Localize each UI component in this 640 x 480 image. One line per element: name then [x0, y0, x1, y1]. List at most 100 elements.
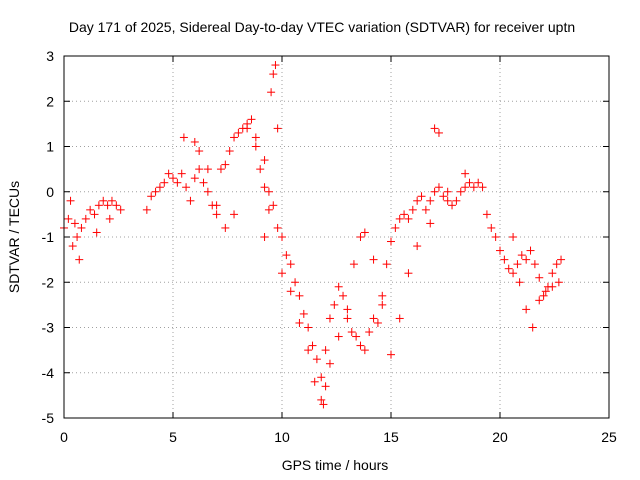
data-point [230, 133, 239, 142]
data-point [509, 269, 518, 278]
data-point [116, 205, 125, 214]
data-point [408, 205, 417, 214]
data-point [212, 210, 221, 219]
data-point [373, 318, 382, 327]
data-point [448, 201, 457, 210]
data-point [75, 255, 84, 264]
data-point [99, 196, 108, 205]
data-point [382, 260, 391, 269]
data-point [496, 246, 504, 255]
data-point [260, 156, 269, 165]
data-point [369, 314, 378, 323]
data-point [552, 260, 561, 269]
data-point [491, 233, 500, 241]
data-point [404, 214, 413, 223]
data-point [151, 187, 160, 196]
data-point [461, 169, 470, 178]
x-tick-label: 20 [492, 429, 508, 445]
data-point [426, 219, 435, 228]
data-points [60, 61, 566, 409]
data-point [278, 269, 286, 278]
data-point [195, 165, 204, 174]
data-point [86, 205, 95, 214]
data-point [112, 201, 121, 210]
data-point [554, 278, 563, 287]
data-point [286, 260, 295, 269]
data-point [456, 187, 465, 196]
data-point [535, 273, 544, 282]
data-point [230, 210, 239, 219]
data-point [439, 192, 448, 201]
y-tick-label: 2 [46, 93, 54, 109]
data-point [321, 346, 330, 355]
data-point [417, 192, 426, 201]
data-point [360, 346, 369, 355]
data-point [478, 183, 487, 192]
data-point [247, 115, 256, 124]
data-point [203, 187, 212, 196]
data-point [539, 291, 548, 300]
data-point [282, 251, 291, 260]
data-point [317, 373, 326, 382]
data-point [434, 183, 443, 192]
data-point [308, 341, 317, 350]
data-point [216, 165, 225, 174]
data-point [103, 201, 112, 210]
y-axis-ticks: -5 -4 -3 -2 -1 0 1 2 3 [42, 48, 609, 426]
data-point [107, 196, 116, 205]
data-point [273, 124, 282, 133]
data-point [68, 242, 77, 251]
data-point [186, 196, 195, 205]
data-point [548, 282, 557, 291]
data-point [513, 260, 522, 269]
data-point [177, 169, 186, 178]
data-point [474, 178, 483, 187]
data-point [260, 233, 269, 241]
data-point [443, 196, 452, 205]
data-point [90, 210, 99, 219]
data-point [378, 300, 387, 309]
data-point [164, 169, 173, 178]
data-point [269, 201, 278, 210]
data-point [365, 328, 374, 337]
data-point [195, 147, 204, 156]
data-point [421, 205, 430, 214]
data-point [182, 183, 191, 192]
data-point [234, 128, 243, 137]
data-point [391, 223, 400, 232]
data-point [434, 128, 443, 137]
x-tick-label: 10 [274, 429, 290, 445]
data-point [271, 61, 280, 70]
data-point [221, 160, 230, 169]
data-point [319, 400, 328, 409]
data-point [203, 165, 212, 174]
data-point [325, 359, 334, 368]
data-point [535, 296, 544, 305]
data-point [81, 214, 90, 223]
data-point [504, 264, 513, 273]
data-point [256, 165, 265, 174]
y-tick-label: -2 [42, 274, 55, 290]
data-point [395, 314, 404, 323]
data-point [251, 142, 260, 151]
data-point [378, 291, 387, 300]
data-point [430, 187, 439, 196]
data-point [500, 255, 509, 264]
y-tick-label: -4 [42, 365, 55, 381]
data-point [526, 246, 535, 255]
data-point [169, 174, 177, 183]
data-point [94, 201, 103, 210]
data-point [77, 223, 86, 232]
y-axis-label: SDTVAR / TECUs [6, 181, 22, 293]
data-point [356, 233, 365, 241]
data-point [173, 178, 182, 187]
x-axis-ticks: 0 5 10 15 20 25 [60, 56, 617, 445]
data-point [443, 187, 452, 196]
data-point [155, 183, 164, 192]
data-point [278, 233, 286, 241]
data-point [179, 133, 188, 142]
data-point [426, 196, 435, 205]
data-point [356, 341, 365, 350]
data-point [304, 346, 313, 355]
